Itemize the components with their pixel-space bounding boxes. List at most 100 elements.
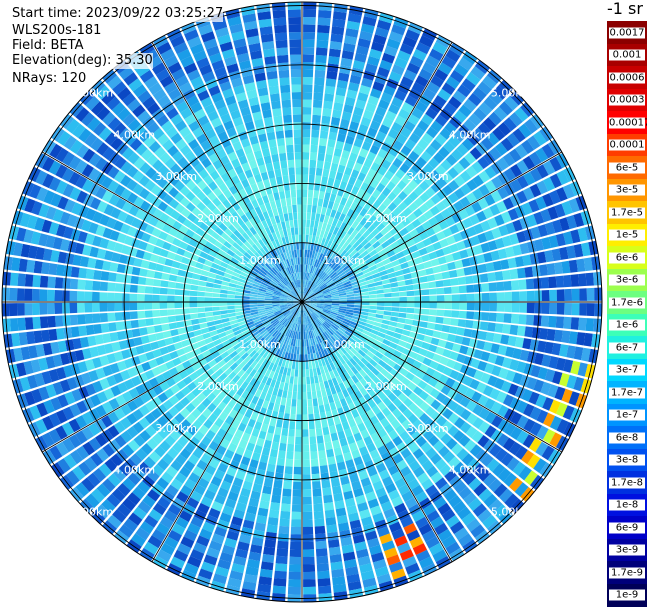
range-gate-cell (394, 90, 407, 102)
range-gate-cell (531, 265, 541, 277)
range-gate-cell (365, 339, 374, 347)
range-gate-cell (108, 272, 117, 282)
range-gate-cell (170, 209, 181, 220)
range-gate-cell (213, 283, 222, 289)
range-gate-cell (368, 347, 378, 355)
range-gate-cell (330, 309, 339, 314)
range-gate-cell (447, 425, 459, 437)
range-gate-cell (442, 348, 452, 358)
range-gate-cell (294, 444, 302, 452)
range-gate-cell (302, 526, 314, 535)
range-gate-cell (482, 75, 497, 90)
range-gate-cell (357, 555, 371, 566)
range-gate-cell (313, 287, 321, 294)
range-gate-cell (302, 354, 305, 362)
range-gate-cell (384, 351, 393, 359)
range-gate-cell (84, 457, 98, 472)
range-gate-cell (463, 492, 477, 506)
range-gate-cell (386, 346, 396, 355)
range-gate-cell (394, 115, 407, 127)
range-gate-cell (50, 341, 60, 354)
range-gate-cell (123, 358, 134, 369)
range-gate-cell (247, 238, 255, 247)
range-gate-cell (259, 454, 269, 464)
range-gate-cell (250, 411, 259, 421)
range-gate-cell (437, 256, 447, 265)
colorbar-tick-label: 1.7e-6 (609, 297, 645, 309)
range-gate-cell (296, 309, 300, 317)
range-gate-cell (92, 122, 107, 136)
range-gate-cell (408, 402, 419, 413)
range-gate-cell (466, 179, 478, 191)
range-gate-cell (522, 155, 536, 170)
range-gate-cell (363, 326, 372, 333)
range-gate-cell (426, 465, 439, 478)
range-gate-cell (323, 292, 331, 297)
range-gate-cell (215, 566, 230, 577)
range-gate-cell (526, 240, 537, 253)
range-gate-cell (308, 296, 316, 300)
range-gate-cell (474, 302, 482, 311)
range-gate-cell (246, 442, 256, 452)
range-gate-cell (533, 277, 542, 289)
range-gate-cell (303, 279, 306, 288)
range-gate-cell (259, 339, 267, 347)
range-gate-cell (323, 239, 330, 248)
range-gate-cell (235, 357, 244, 366)
range-gate-cell (217, 347, 227, 355)
range-gate-cell (302, 84, 313, 93)
range-gate-cell (321, 287, 329, 292)
range-gate-cell (447, 388, 458, 400)
range-gate-cell (275, 555, 288, 565)
range-gate-cell (366, 151, 377, 162)
range-gate-cell (428, 288, 437, 295)
range-gate-cell (432, 223, 442, 234)
range-gate-cell (298, 279, 301, 288)
range-gate-cell (33, 260, 43, 274)
range-gate-cell (279, 366, 285, 375)
range-gate-cell (375, 335, 385, 343)
range-gate-cell (140, 200, 151, 212)
range-gate-cell (482, 207, 494, 219)
range-gate-cell (276, 373, 283, 382)
range-gate-cell (141, 232, 151, 243)
colorbar-swatch: 3e-6 (607, 268, 647, 292)
range-gate-cell (342, 320, 350, 326)
range-gate-cell (147, 489, 161, 502)
range-gate-cell (379, 327, 388, 334)
range-gate-cell (255, 275, 263, 282)
range-gate-cell (49, 445, 63, 461)
range-gate-cell (279, 299, 288, 302)
range-gate-cell (262, 384, 270, 393)
range-gate-cell (273, 403, 280, 412)
range-gate-cell (519, 216, 530, 230)
range-gate-cell (102, 260, 112, 271)
range-gate-cell (137, 481, 151, 494)
range-gate-cell (334, 400, 342, 409)
range-gate-cell (478, 102, 493, 116)
colorbar-tick-label: 3e-7 (609, 364, 645, 376)
range-gate-cell (278, 145, 286, 154)
range-gate-cell (180, 256, 190, 265)
range-gate-cell (358, 320, 367, 326)
range-gate-cell (200, 453, 212, 464)
range-gate-cell (95, 404, 107, 418)
range-gate-cell (201, 196, 212, 207)
range-gate-cell (85, 268, 95, 280)
range-gate-cell (277, 533, 289, 542)
range-gate-cell (435, 392, 447, 403)
range-gate-cell (327, 317, 335, 323)
range-gate-cell (280, 510, 291, 520)
range-gate-cell (260, 283, 268, 289)
range-gate-cell (144, 76, 159, 89)
range-gate-cell (353, 162, 363, 172)
range-gate-cell (247, 192, 256, 202)
range-gate-cell (276, 419, 283, 428)
range-gate-cell (371, 552, 385, 563)
range-gate-cell (339, 365, 347, 374)
range-gate-cell (325, 319, 333, 326)
range-gate-cell (279, 334, 285, 342)
range-gate-cell (288, 283, 294, 290)
range-gate-cell (148, 235, 158, 245)
range-gate-cell (249, 339, 258, 347)
